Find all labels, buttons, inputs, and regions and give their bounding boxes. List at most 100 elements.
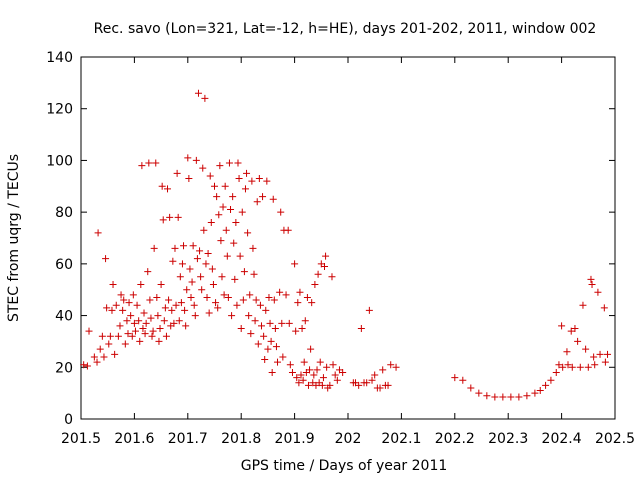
data-point: [172, 301, 180, 309]
data-point: [85, 327, 93, 335]
data-point: [224, 293, 232, 301]
x-tick-label: 202.3: [488, 431, 528, 447]
data-point: [368, 376, 376, 384]
data-point: [108, 306, 116, 314]
data-point: [250, 270, 258, 278]
data-point: [246, 291, 254, 299]
data-point: [264, 345, 272, 353]
data-point: [587, 275, 595, 283]
data-point: [233, 301, 241, 309]
data-point: [588, 281, 596, 289]
data-point: [251, 317, 259, 325]
data-point: [326, 381, 334, 389]
data-point: [288, 368, 296, 376]
data-point: [178, 260, 186, 268]
data-point: [284, 226, 292, 234]
data-point: [127, 312, 135, 320]
data-point: [114, 332, 122, 340]
data-point: [192, 156, 200, 164]
y-tick-label: 80: [55, 205, 73, 221]
data-point: [200, 226, 208, 234]
data-point: [255, 175, 263, 183]
data-point: [542, 381, 550, 389]
data-point: [256, 301, 264, 309]
data-point: [204, 250, 212, 258]
data-point: [384, 381, 392, 389]
data-point: [311, 281, 319, 289]
data-point: [228, 312, 236, 320]
data-point: [214, 304, 222, 312]
data-point: [124, 330, 132, 338]
data-point: [183, 286, 191, 294]
data-point: [392, 363, 400, 371]
x-tick-label: 202.2: [435, 431, 475, 447]
data-point: [306, 366, 314, 374]
data-point: [119, 306, 127, 314]
data-point: [139, 325, 147, 332]
data-point: [222, 226, 230, 234]
data-point: [150, 244, 158, 252]
data-point: [142, 319, 150, 327]
data-point: [227, 206, 235, 214]
data-point: [98, 332, 106, 340]
data-point: [159, 216, 167, 224]
data-point: [205, 309, 213, 317]
data-point: [559, 363, 567, 371]
x-axis: 201.5 201.6 201.7 201.8 201.9 202 202.1 202.2 20…: [61, 57, 635, 447]
data-point: [507, 393, 515, 401]
data-points: [80, 89, 612, 401]
data-point: [567, 327, 575, 335]
data-point: [292, 327, 300, 335]
y-tick-label: 120: [46, 102, 73, 118]
data-point: [232, 218, 240, 226]
data-point: [238, 208, 246, 216]
data-point: [601, 358, 609, 366]
data-point: [216, 162, 224, 170]
x-tick-label: 202.4: [542, 431, 582, 447]
data-point: [355, 381, 363, 389]
data-point: [155, 337, 163, 345]
y-axis: 0 20 40 60 80 100 120 140: [46, 50, 615, 428]
data-point: [230, 239, 238, 247]
x-axis-label: GPS time / Days of year 2011: [241, 458, 448, 474]
data-point: [491, 393, 499, 401]
data-point: [215, 211, 223, 219]
data-point: [211, 182, 218, 190]
data-point: [594, 288, 602, 296]
data-point: [247, 330, 255, 338]
data-point: [271, 325, 279, 332]
data-point: [286, 361, 294, 369]
data-point: [197, 273, 205, 281]
data-point: [276, 288, 284, 296]
data-point: [164, 185, 172, 193]
data-point: [198, 286, 206, 294]
data-point: [208, 265, 216, 273]
data-point: [253, 198, 261, 206]
data-point: [274, 358, 282, 366]
x-tick-label: 201.6: [114, 431, 154, 447]
data-point: [137, 281, 145, 289]
data-point: [333, 376, 341, 384]
data-point: [175, 317, 183, 325]
data-point: [365, 306, 373, 314]
data-point: [316, 358, 324, 366]
data-point: [181, 306, 189, 314]
data-point: [165, 296, 173, 304]
data-point: [531, 389, 539, 397]
data-point: [170, 319, 178, 327]
data-point: [217, 237, 225, 245]
data-point: [93, 358, 101, 366]
data-point: [254, 340, 262, 348]
data-point: [376, 384, 384, 392]
data-point: [90, 353, 98, 361]
data-point: [138, 162, 146, 170]
x-tick-label: 202: [335, 431, 362, 447]
data-point: [187, 293, 195, 301]
data-point: [296, 288, 304, 296]
data-point: [304, 381, 312, 389]
data-point: [259, 193, 267, 201]
data-point: [261, 356, 269, 364]
data-point: [213, 193, 221, 201]
data-point: [190, 301, 198, 309]
data-point: [225, 159, 233, 167]
